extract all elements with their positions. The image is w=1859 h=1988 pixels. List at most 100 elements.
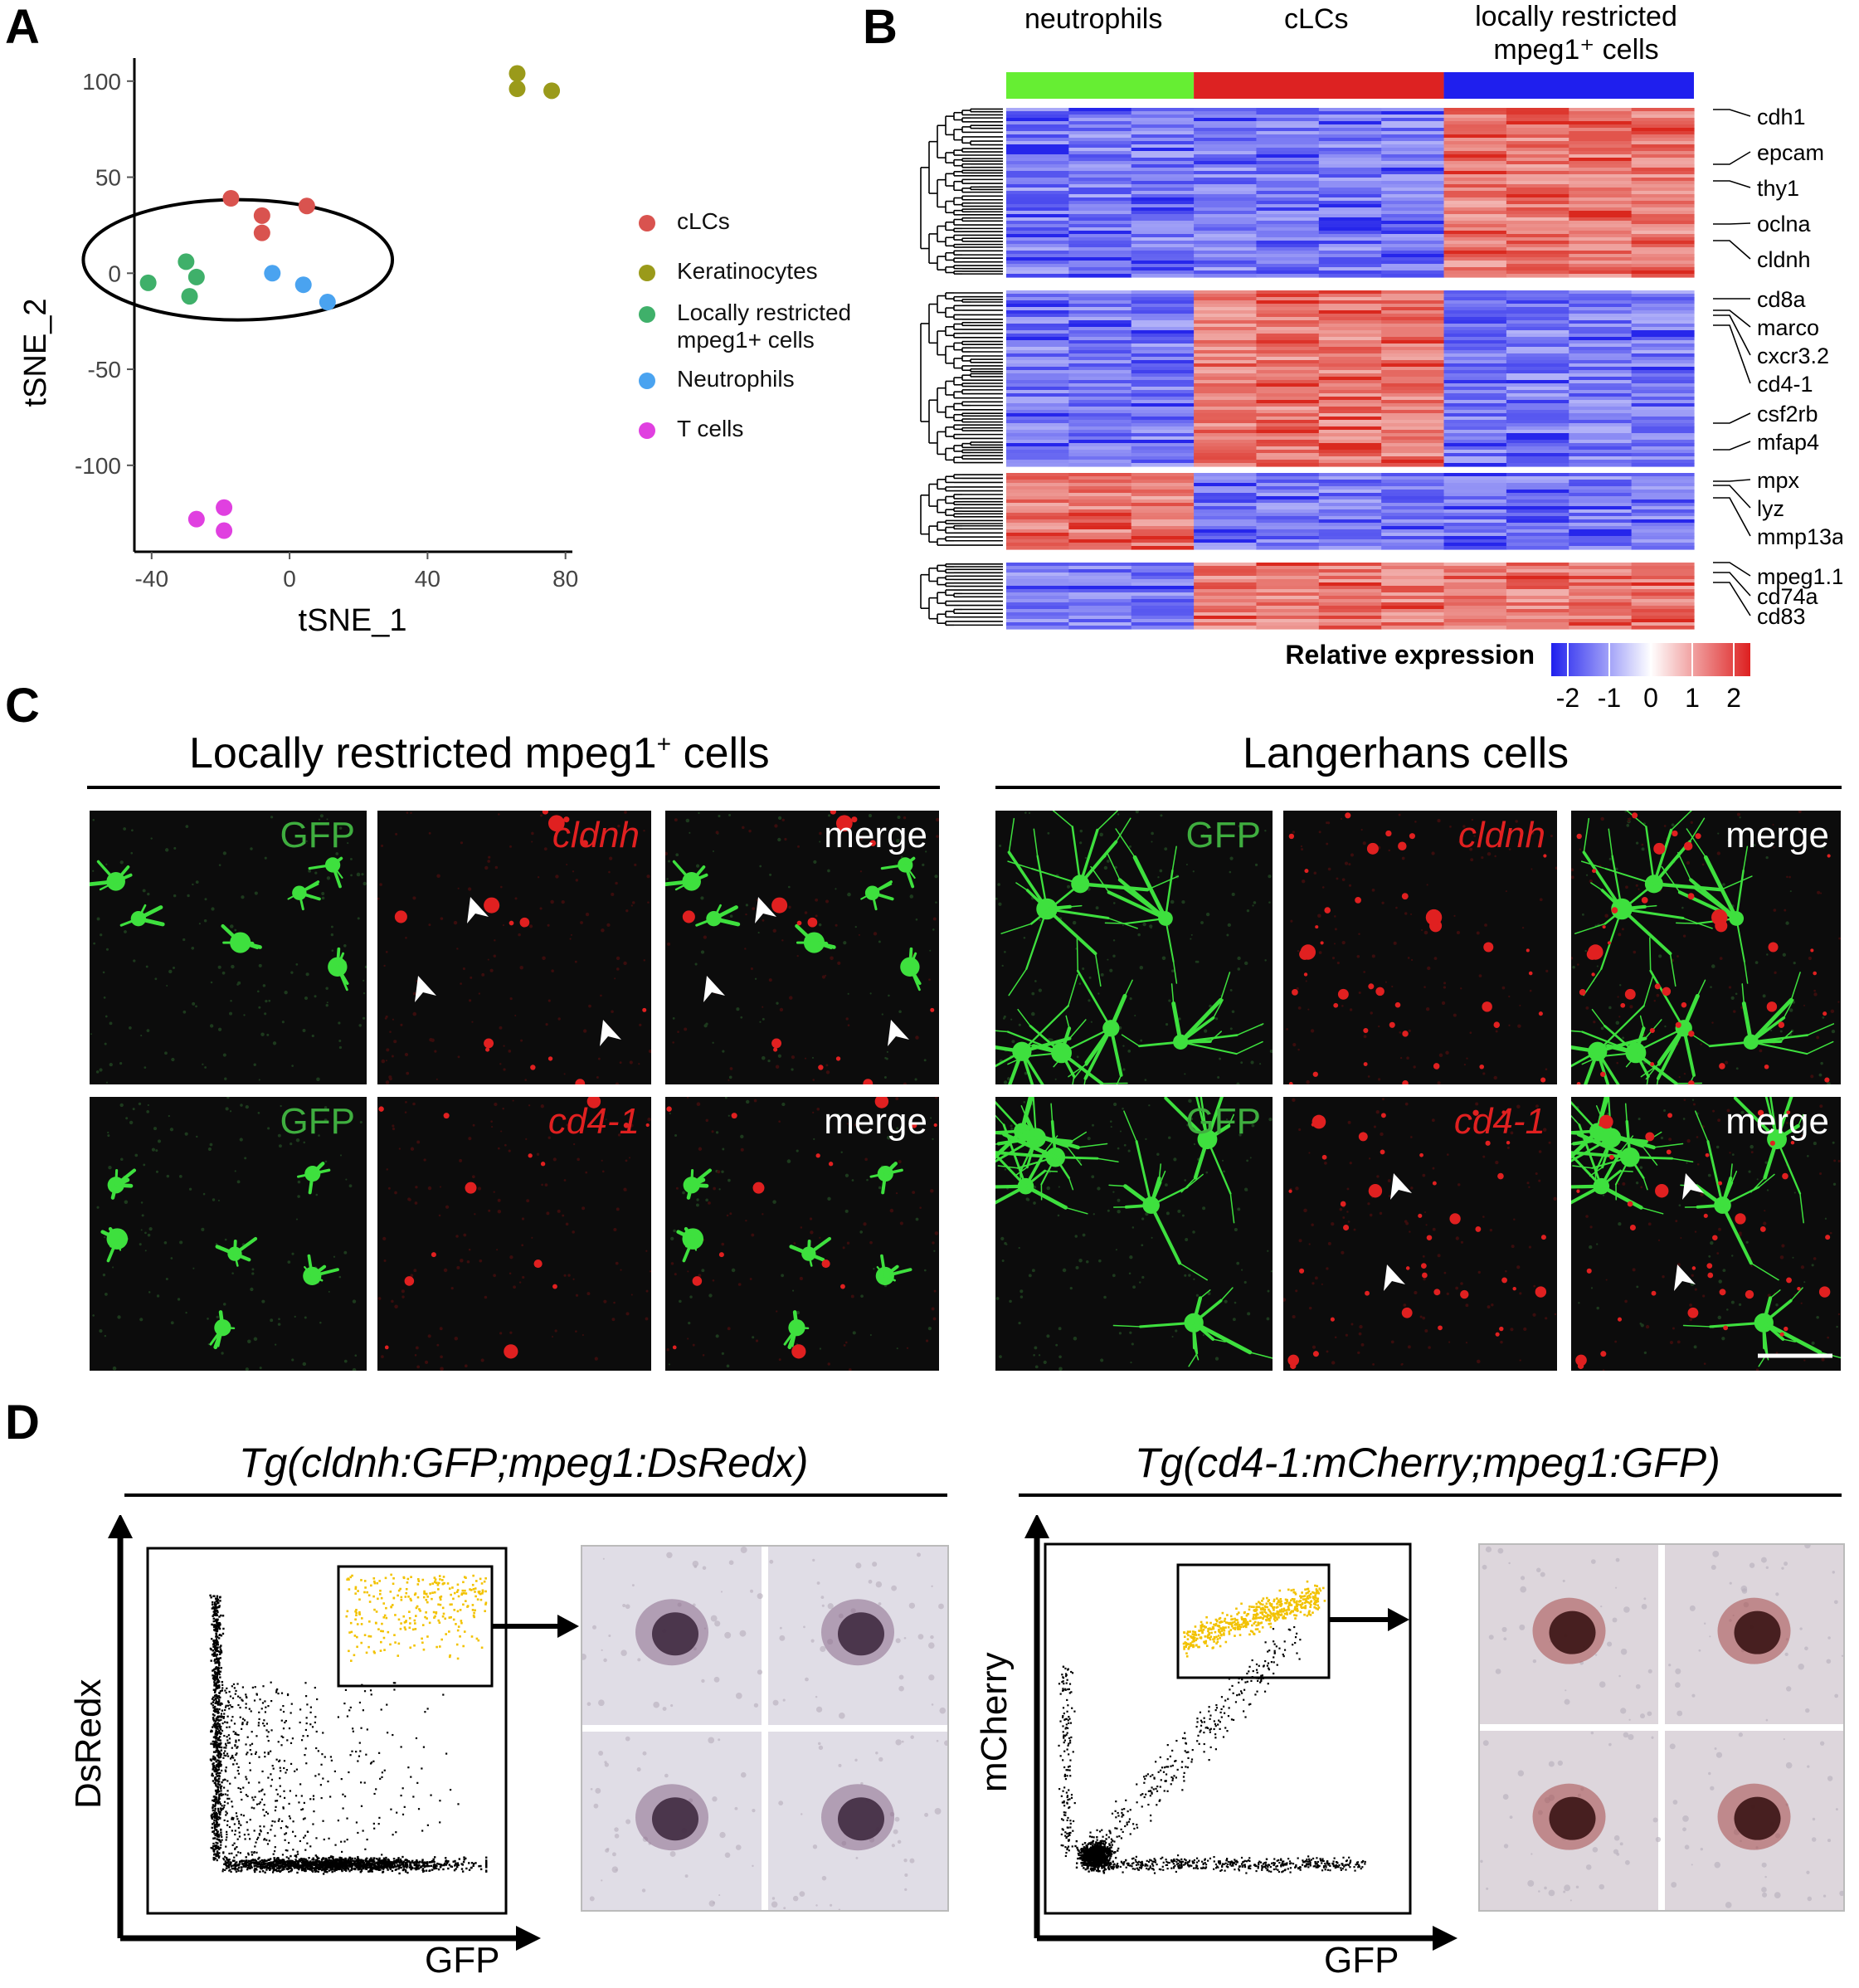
heatmap-cell (1443, 184, 1507, 188)
heatmap-cell (1381, 397, 1445, 401)
heatmap-cell (1569, 450, 1633, 454)
heatmap-cell (1631, 589, 1695, 593)
heatmap-cell (1256, 413, 1320, 417)
noise-speck (898, 1160, 902, 1164)
cell-process (1019, 1044, 1034, 1047)
noise-speck (1264, 959, 1267, 962)
noise-speck (1312, 1282, 1315, 1285)
heatmap-cell (1006, 506, 1069, 510)
noise-speck (873, 932, 878, 936)
noise-speck (1689, 1318, 1693, 1322)
noise-speck (1034, 1365, 1039, 1369)
heatmap-cell (1194, 573, 1258, 577)
heatmap-cell (1194, 383, 1258, 387)
noise-speck (1307, 1008, 1310, 1011)
noise-speck (1424, 1329, 1428, 1333)
noise-speck (1132, 1285, 1136, 1289)
heatmap-cell (1443, 350, 1507, 354)
heatmap-cell (1506, 144, 1569, 149)
gfp-cell (676, 1226, 704, 1263)
heatmap-cell (1256, 400, 1320, 404)
red-signal (1368, 1184, 1383, 1198)
noise-speck (1130, 1361, 1132, 1364)
heatmap-cell (1443, 480, 1507, 484)
heatmap-cell (1631, 582, 1695, 587)
noise-speck (543, 847, 547, 851)
noise-speck (1005, 1243, 1008, 1245)
noise-speck (791, 1055, 796, 1060)
cell-process (1807, 1023, 1835, 1036)
panel-c-right-rule (995, 786, 1842, 789)
red-signal (1418, 1213, 1423, 1218)
heatmap-cell (1318, 297, 1382, 301)
heatmap-cell (1194, 373, 1258, 378)
cell-process (1212, 1338, 1226, 1342)
heatmap-cell (1131, 290, 1195, 295)
noise-speck (1443, 982, 1447, 985)
noise-speck (1531, 868, 1533, 870)
heatmap-cell (1256, 622, 1320, 626)
noise-speck (600, 994, 602, 997)
micrograph-panel: GFP (934, 807, 1273, 1141)
cell-process (903, 863, 915, 889)
noise-speck (290, 971, 294, 974)
noise-speck (147, 892, 150, 896)
heatmap-cell (1506, 251, 1569, 255)
cell-process (119, 917, 140, 927)
heatmap-cell (1318, 566, 1382, 570)
heatmap-cell (1569, 141, 1633, 145)
heatmap-cell (1569, 221, 1633, 225)
heatmap-cell (1506, 327, 1569, 331)
noise-speck (546, 1211, 550, 1216)
noise-speck (819, 1347, 822, 1350)
heatmap-cell (1131, 227, 1195, 231)
cell-process (904, 864, 916, 879)
heatmap-cell (1131, 161, 1195, 165)
heatmap-cell (1068, 602, 1132, 607)
panel-c-left-title: Locally restricted mpeg1+ cells (189, 732, 770, 775)
heatmap-cell (1256, 144, 1320, 149)
noise-speck (1387, 1179, 1391, 1182)
noise-speck (168, 969, 173, 974)
heatmap-cell (1194, 128, 1258, 132)
heatmap-cell (1006, 221, 1069, 225)
heatmap-cell (1006, 453, 1069, 457)
noise-speck (1237, 1207, 1241, 1211)
cell-process (1634, 1051, 1650, 1079)
cell-process (689, 873, 708, 884)
micrograph-image (1286, 812, 1559, 1087)
heatmap-cell (1256, 357, 1320, 361)
heatmap-cell (1131, 397, 1195, 401)
noise-speck (547, 999, 551, 1002)
noise-speck (1682, 1118, 1686, 1120)
heatmap-cell (1443, 307, 1507, 311)
heatmap-cell (1318, 619, 1382, 623)
noise-speck (348, 1184, 353, 1188)
heatmap-cell (1131, 523, 1195, 527)
noise-speck (275, 1343, 277, 1346)
noise-speck (1253, 901, 1257, 904)
noise-speck (204, 898, 207, 901)
heatmap-cell (1006, 357, 1069, 361)
heatmap-cell (1131, 490, 1195, 494)
panel-d-right-title: Tg(cd4-1:mCherry;mpeg1:GFP) (1135, 1440, 1720, 1486)
noise-speck (1074, 1235, 1078, 1238)
heatmap-cell (1256, 367, 1320, 371)
heatmap-cell (1569, 214, 1633, 218)
gene-label: mpeg1.1 (1757, 564, 1842, 589)
red-signal (1786, 1277, 1792, 1284)
noise-speck (1205, 1171, 1209, 1174)
heatmap-cell (1506, 403, 1569, 407)
noise-speck (666, 1348, 669, 1352)
noise-speck (755, 1339, 759, 1342)
heatmap-cell (1006, 463, 1069, 467)
noise-speck (1475, 1102, 1479, 1106)
red-signal (1627, 1201, 1633, 1207)
noise-speck (563, 1073, 566, 1075)
micrograph-label: cldnh (552, 815, 640, 855)
noise-speck (1221, 1159, 1224, 1162)
cell-process (114, 873, 133, 884)
heatmap-cell (1569, 330, 1633, 334)
cell-process (860, 892, 874, 900)
heatmap-cell (1194, 340, 1258, 344)
